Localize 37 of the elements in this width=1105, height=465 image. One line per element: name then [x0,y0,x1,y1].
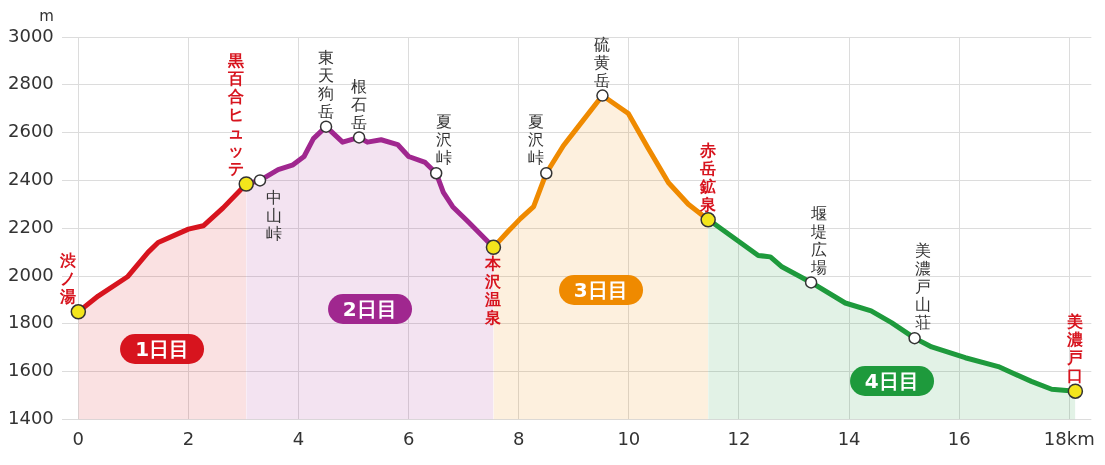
x-tick-label: 16 [947,427,971,449]
annotation: 夏沢峠 [436,112,453,168]
annotation: 黒百合ヒュッテ [227,51,246,179]
y-tick-label: 1800 [8,311,54,333]
y-tick-label: 2000 [8,263,54,285]
annotation: 根石岳 [351,76,368,132]
series-label: 1日目 [120,333,205,364]
series-label: 4日目 [849,365,934,396]
x-tick-label: 10 [617,427,641,449]
annotation: 渋ノ湯 [59,251,77,307]
y-tick-label: 2800 [8,72,54,94]
annotation: 美濃戸山荘 [914,241,931,333]
y-axis-title: m [39,7,54,26]
y-tick-label: 1400 [8,407,54,429]
x-tick-label: 14 [837,427,861,449]
x-tick-label: 2 [182,427,195,449]
y-tick-label: 2600 [8,120,54,142]
annotation: 赤岳鉱泉 [699,140,717,214]
y-tick-label: 1600 [8,359,54,381]
series-label: 3日目 [558,274,643,305]
x-tick-label: 6 [402,427,415,449]
y-tick-label: 2400 [8,168,54,190]
annotation: 堰堤広場 [810,203,828,277]
x-tick-label: 0 [72,427,85,449]
annotation: 硫黄岳 [594,34,611,90]
x-tick-label: 18km [1043,427,1095,449]
annotation: 美濃戸口 [1066,312,1084,386]
annotation: 夏沢峠 [528,112,545,168]
x-tick-label: 12 [727,427,751,449]
annotation: 本沢温泉 [484,254,503,328]
x-tick-label: 8 [513,427,525,449]
annotation: 東天狗岳 [318,47,335,121]
series-label: 2日目 [327,293,412,324]
y-tick-label: 2200 [8,215,54,237]
x-tick-label: 4 [292,427,305,449]
annotation: 中山峠 [266,187,283,243]
y-tick-label: 3000 [8,24,54,46]
